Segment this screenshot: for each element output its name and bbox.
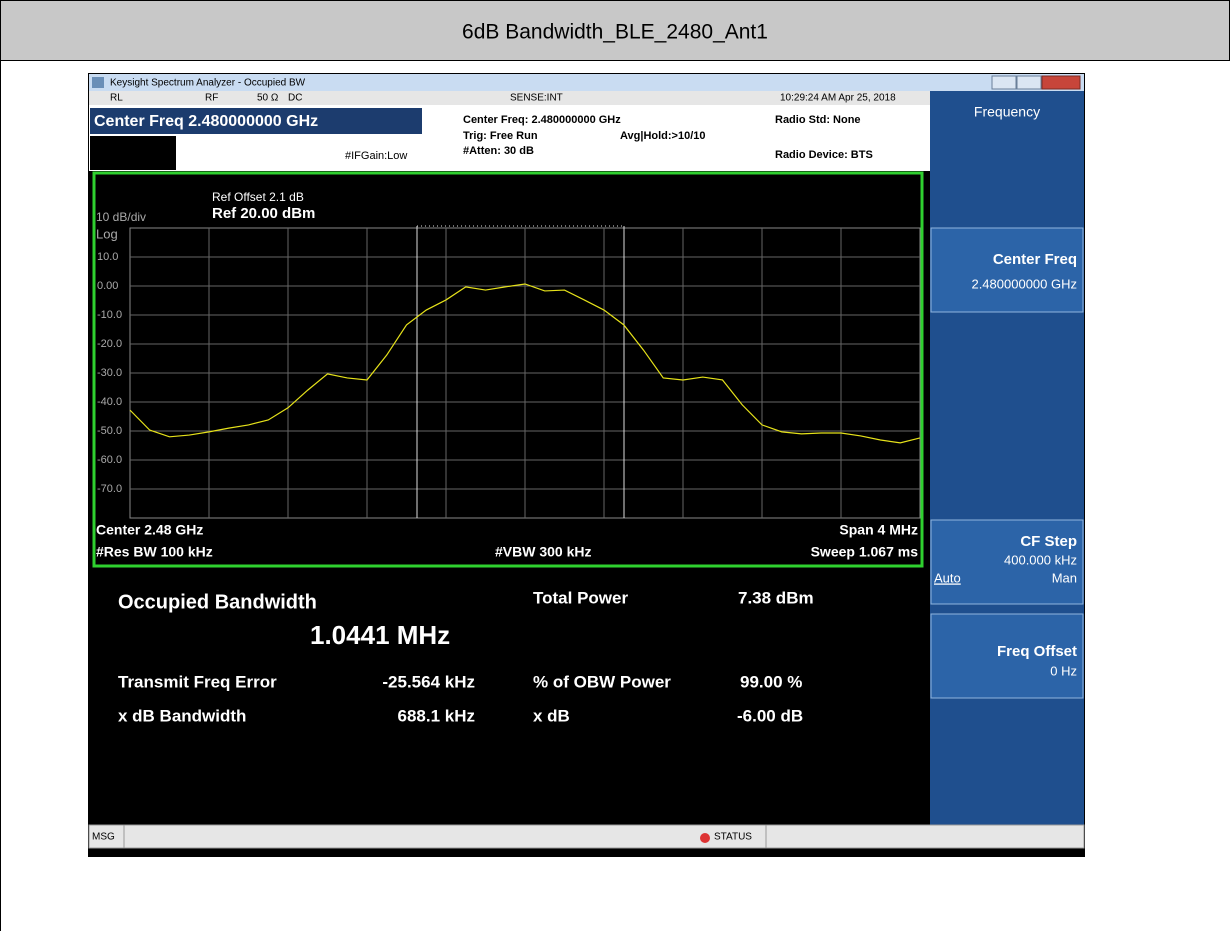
radio-std: Radio Std: None	[775, 114, 861, 126]
softkey-option: Man	[1052, 570, 1077, 585]
status-row	[89, 91, 930, 105]
result-label: Total Power	[533, 588, 628, 607]
y-tick-label: -30.0	[97, 367, 122, 379]
y-tick-label: -50.0	[97, 425, 122, 437]
maximize-button[interactable]	[1016, 75, 1042, 90]
status-item: 50 Ω	[257, 93, 279, 104]
softkey-label: CF Step	[1020, 533, 1077, 550]
ref-offset: Ref Offset 2.1 dB	[212, 190, 304, 204]
graph-area	[92, 171, 924, 568]
black-box	[90, 136, 176, 170]
softkey-label: Freq Offset	[997, 643, 1077, 660]
atten: #Atten: 30 dB	[463, 145, 534, 157]
vbw-label: #VBW 300 kHz	[495, 544, 591, 560]
y-tick-label: -10.0	[97, 309, 122, 321]
rbw-label: #Res BW 100 kHz	[96, 544, 213, 560]
trig: Trig: Free Run	[463, 130, 538, 142]
trace	[129, 283, 921, 444]
y-tick-label: 0.00	[97, 280, 118, 292]
status-item: SENSE:INT	[510, 93, 563, 104]
softkey[interactable]	[930, 519, 1084, 605]
msg-label: MSG	[92, 832, 115, 843]
menu-title: Frequency	[974, 104, 1040, 120]
softkey-panel	[930, 91, 1084, 825]
scale: 10 dB/div	[96, 210, 146, 224]
result-value: 99.00 %	[740, 672, 802, 691]
obw-value: 1.0441 MHz	[310, 620, 450, 650]
status-item: RF	[205, 93, 218, 104]
result-value: -25.564 kHz	[382, 672, 475, 691]
status-item: RL	[110, 93, 123, 104]
radio-device: Radio Device: BTS	[775, 149, 873, 161]
result-value: -6.00 dB	[737, 706, 803, 725]
y-tick-label: -20.0	[97, 338, 122, 350]
status-icon	[700, 833, 710, 843]
app-icon	[92, 77, 104, 88]
center-freq-info: Center Freq: 2.480000000 GHz	[463, 114, 621, 126]
report-title: 6dB Bandwidth_BLE_2480_Ant1	[462, 21, 768, 44]
scale-type: Log	[96, 226, 118, 241]
status-item: 10:29:24 AM Apr 25, 2018	[780, 93, 896, 104]
y-tick-label: 10.0	[97, 251, 118, 263]
obw-title: Occupied Bandwidth	[118, 591, 317, 613]
softkey-option: Auto	[934, 570, 961, 585]
result-label: Transmit Freq Error	[118, 672, 277, 691]
window-title: Keysight Spectrum Analyzer - Occupied BW	[110, 78, 306, 89]
span-label: Span 4 MHz	[839, 522, 918, 538]
sweep-label: Sweep 1.067 ms	[811, 544, 919, 560]
ref-level: Ref 20.00 dBm	[212, 205, 315, 222]
title-bar	[0, 0, 1230, 61]
status-label: STATUS	[714, 832, 752, 843]
plot: 10.0 0.00 -10.0 -20.0 -30.0 -40.0 -50.0 -60.0 -7…	[97, 225, 921, 519]
status-bar	[88, 824, 1085, 849]
result-value: 688.1 kHz	[398, 706, 476, 725]
y-tick-label: -70.0	[97, 483, 122, 495]
y-tick-label: -60.0	[97, 454, 122, 466]
close-button[interactable]	[1041, 75, 1081, 90]
softkey-value: 400.000 kHz	[1004, 552, 1077, 567]
softkey[interactable]	[930, 613, 1084, 699]
softkey-value: 2.480000000 GHz	[971, 276, 1077, 291]
window-titlebar	[89, 74, 1084, 91]
result-label: x dB	[533, 706, 570, 725]
result-label: x dB Bandwidth	[118, 706, 246, 725]
softkey-value: 0 Hz	[1050, 663, 1077, 678]
softkey-label: Center Freq	[993, 251, 1077, 268]
minimize-button[interactable]	[991, 75, 1017, 90]
avg-hold: Avg|Hold:>10/10	[620, 130, 706, 142]
if-gain: #IFGain:Low	[345, 150, 407, 162]
y-tick-label: -40.0	[97, 396, 122, 408]
result-value: 7.38 dBm	[738, 588, 814, 607]
status-item: DC	[288, 93, 302, 104]
center-freq-box	[90, 108, 422, 134]
center-freq: Center Freq 2.480000000 GHz	[94, 113, 318, 130]
result-label: % of OBW Power	[533, 672, 671, 691]
center-label: Center 2.48 GHz	[96, 522, 203, 538]
softkey[interactable]	[930, 227, 1084, 313]
